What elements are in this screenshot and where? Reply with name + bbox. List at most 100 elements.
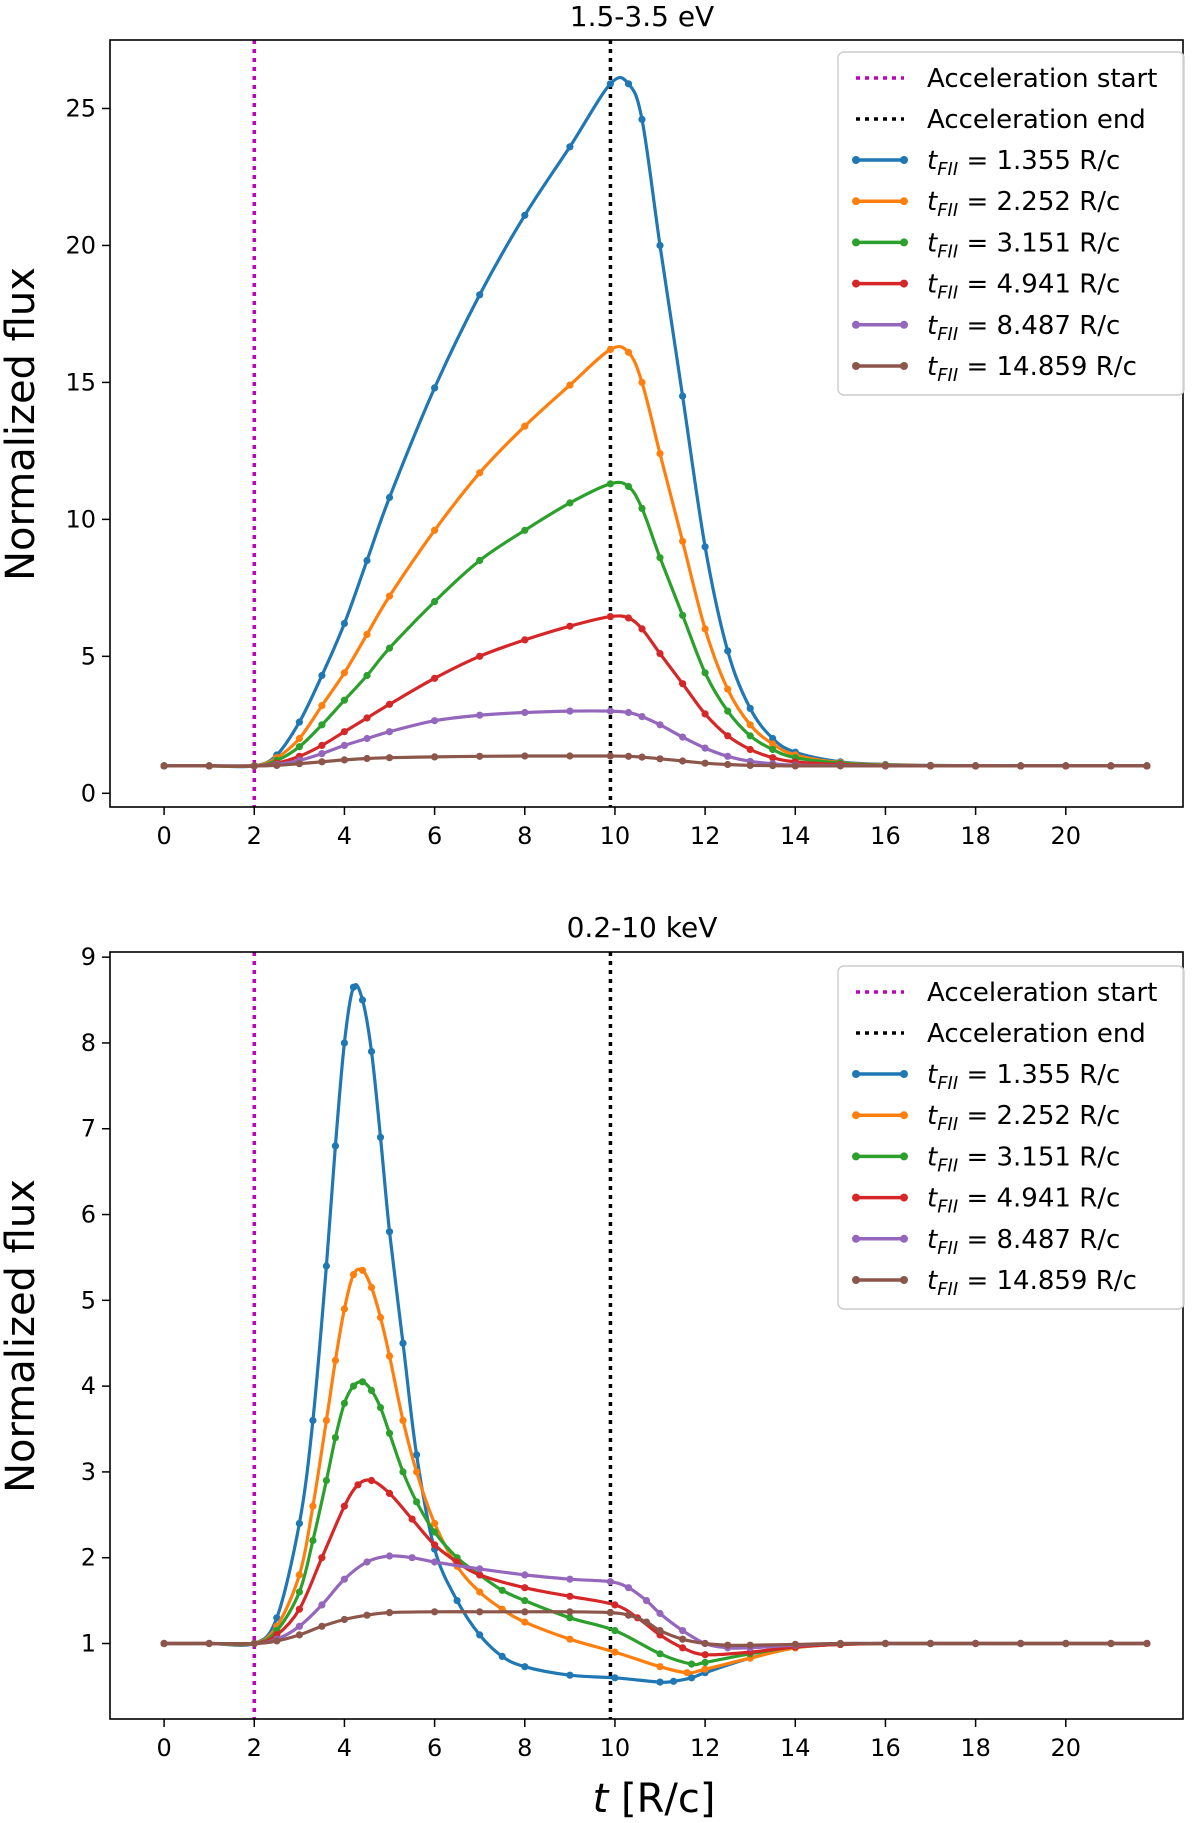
x-tick-label: 2 [247,1734,262,1762]
legend-swatch-marker [852,279,860,288]
y-tick-label: 7 [81,1115,96,1143]
x-axis-label: t [R/c] [593,1776,716,1822]
data-point [1062,762,1070,770]
legend-entry-label: tFII = 2.252 R/c [927,187,1120,221]
data-point [1143,1639,1151,1648]
data-point [431,753,439,761]
data-point [656,1627,664,1635]
legend-entry-label: tFII = 4.941 R/c [927,270,1120,304]
x-tick-label: 12 [690,1734,721,1762]
legend-entry-label: tFII = 14.859 R/c [927,1266,1137,1300]
x-tick-label: 0 [156,822,171,850]
data-point [295,1571,303,1579]
y-axis-label: Normalized flux [0,267,44,581]
data-point [701,1658,709,1666]
data-point [521,1618,529,1626]
data-point [318,1622,326,1630]
legend: Acceleration start Acceleration end tFII… [837,51,1185,396]
data-point [431,384,439,392]
data-point [363,556,371,565]
series-group [160,983,1151,1686]
reference-lines [252,952,613,1719]
legend-swatch-marker [900,362,908,370]
data-point [273,1614,281,1622]
data-point [972,1639,980,1648]
data-point [205,1639,213,1648]
legend-label-acc-end: Acceleration end [927,105,1146,135]
data-point [431,1608,439,1616]
data-point [295,718,303,726]
data-point [679,757,687,765]
data-point [413,1451,421,1459]
data-point [385,754,394,762]
data-point [318,721,326,729]
data-point [295,760,303,768]
data-point [160,1639,168,1648]
data-point [521,1571,529,1579]
data-point [331,1434,339,1442]
x-tick-label: 20 [1051,822,1082,850]
data-point [724,1641,732,1649]
data-point [746,1641,754,1649]
legend-label-acc-start: Acceleration start [927,64,1157,94]
data-point [318,741,326,750]
data-point [701,744,709,752]
data-point [376,1404,385,1412]
y-tick-label: 3 [81,1458,96,1486]
data-point [309,1536,317,1545]
data-point [1107,762,1115,770]
x-tick-label: 14 [780,1734,811,1762]
data-point [566,381,574,389]
data-point [769,740,777,748]
x-tick-label: 12 [690,822,721,850]
data-point [656,554,664,562]
data-point [656,450,664,458]
y-tick-label: 9 [81,943,96,971]
data-point [273,1637,281,1645]
panel-top: 1.5-3.5 eV 0 2 4 6 8 10 12 14 16 18 20 0 5 10 15 20 25 N… [0,0,1185,850]
series-group [160,76,1151,770]
data-point [656,721,664,729]
data-point [363,754,371,763]
data-point [476,469,484,477]
data-point [476,711,484,719]
data-point [431,1528,439,1536]
data-point [638,713,646,721]
y-tick-label: 25 [65,94,96,122]
panel-title: 1.5-3.5 eV [570,0,714,33]
data-point [476,1631,484,1639]
data-point [476,1608,484,1616]
data-point [476,652,484,660]
legend-entry-label: tFII = 3.151 R/c [927,1142,1120,1176]
data-point [521,752,529,760]
y-tick-label: 10 [65,505,96,533]
legend-entry-label: tFII = 14.859 R/c [927,352,1137,386]
data-point [340,728,348,736]
data-point [431,526,439,534]
data-point [385,592,394,600]
data-point [318,702,326,710]
data-point [679,611,687,619]
data-point [318,750,326,758]
data-point [476,752,484,760]
legend-swatch-marker [852,362,860,370]
x-tick-label: 16 [870,822,901,850]
data-point [431,717,439,725]
data-point [358,1378,367,1386]
data-point [656,650,664,658]
data-point [746,704,754,713]
data-point [881,1639,890,1648]
data-point [624,1611,633,1619]
data-point [521,1584,529,1592]
data-point [367,1386,376,1394]
data-point [521,211,529,219]
x-tick-label: 4 [337,822,352,850]
data-point [399,1468,407,1476]
data-point [701,710,709,718]
x-tick-label: 4 [337,1734,352,1762]
data-point [566,143,574,151]
legend-swatch-marker [852,320,860,329]
data-point [521,636,529,644]
data-point [926,762,935,770]
